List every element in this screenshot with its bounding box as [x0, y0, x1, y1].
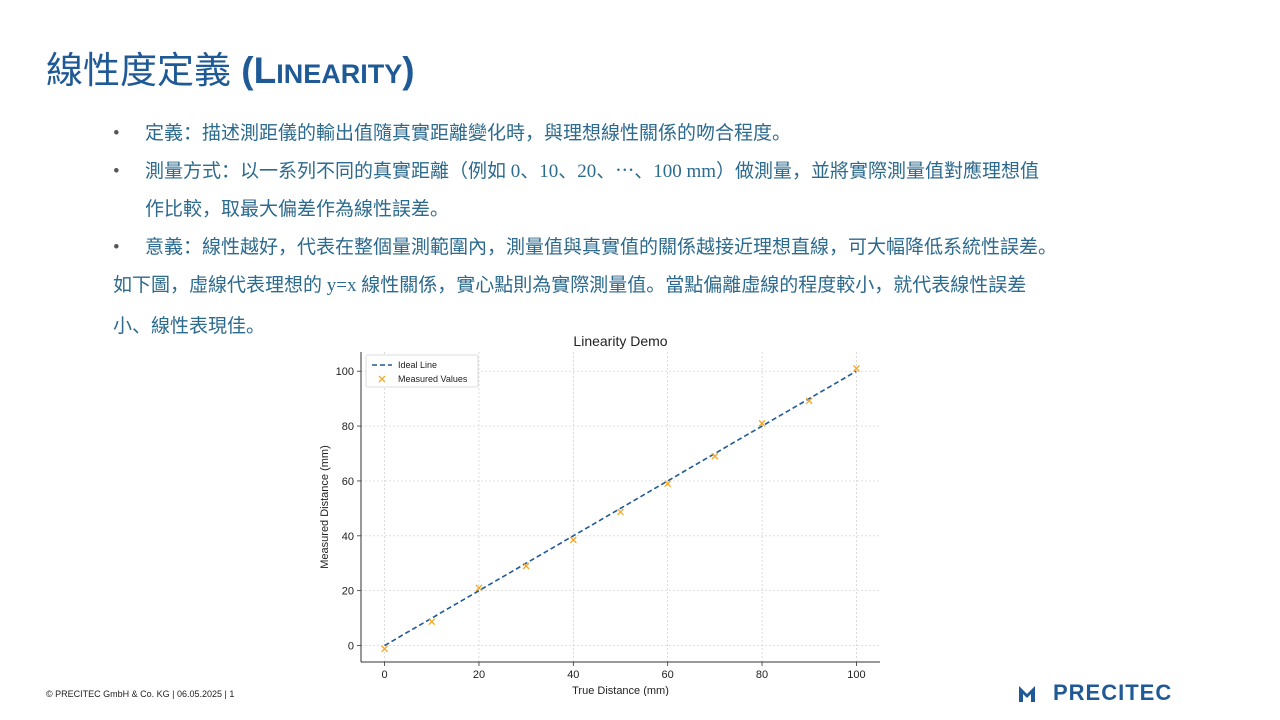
x-tick-label: 20: [473, 669, 485, 681]
title-latin-open: (L: [241, 50, 277, 91]
logo-mark-icon: [1019, 686, 1035, 702]
x-tick-label: 80: [756, 669, 768, 681]
precitec-logo: PRECITEC: [1019, 680, 1172, 704]
title-cjk: 線性度定義: [46, 50, 231, 91]
legend-marker-swatch: [378, 375, 386, 383]
y-tick-label: 100: [336, 366, 354, 378]
measured-point: [711, 452, 719, 460]
explanation-line-1: 如下圖，虛線代表理想的 y=x 線性關係，實心點則為實際測量值。當點偏離虛線的程…: [113, 275, 1027, 296]
measured-point: [664, 480, 672, 488]
y-tick-label: 0: [348, 641, 354, 653]
title-latin-close: ): [402, 50, 415, 91]
x-tick-label: 40: [567, 669, 579, 681]
title-latin: (LINEARITY): [241, 50, 414, 91]
legend-label-ideal: Ideal Line: [398, 360, 437, 370]
bullet-marker: •: [113, 123, 120, 144]
bullet-definition: • 定義：描述測距儀的輸出值隨真實距離變化時，與理想線性關係的吻合程度。: [113, 118, 791, 145]
title-latin-smallcaps: INEARITY: [276, 59, 403, 89]
x-tick-label: 0: [382, 669, 388, 681]
measured-point: [617, 508, 624, 516]
measured-point: [569, 536, 577, 544]
measured-point: [852, 365, 860, 372]
bullet-text: 作比較，取最大偏差作為線性誤差。: [145, 199, 450, 220]
bullet-text: 意義：線性越好，代表在整個量測範圍內，測量值與真實值的關係越接近理想直線，可大幅…: [145, 237, 1058, 258]
y-tick-label: 40: [342, 531, 354, 543]
measured-point: [475, 584, 483, 592]
measured-point: [428, 618, 436, 626]
linearity-chart: Linearity Demo 0 20 40 60 80 100 0 20 40 60 80 100 Tr…: [319, 333, 880, 696]
ideal-line: [384, 370, 857, 647]
explanation-line-2: 小、線性表現佳。: [113, 316, 266, 337]
x-tick-label: 100: [847, 669, 865, 681]
y-tick-label: 60: [342, 476, 354, 488]
chart-title: Linearity Demo: [573, 333, 667, 349]
y-tick-label: 20: [342, 586, 354, 598]
x-tick-label: 60: [662, 669, 674, 681]
y-tick-label: 80: [342, 421, 354, 433]
measured-point: [805, 397, 813, 405]
legend-label-measured: Measured Values: [398, 374, 468, 384]
bullet-text: 測量方式：以一系列不同的真實距離（例如 0、10、20、⋯、100 mm）做測量…: [145, 161, 1040, 182]
bullet-marker: •: [113, 161, 120, 182]
bullet-meaning: • 意義：線性越好，代表在整個量測範圍內，測量值與真實值的關係越接近理想直線，可大…: [113, 232, 1057, 259]
bullet-method-continued: 作比較，取最大偏差作為線性誤差。: [113, 194, 449, 221]
bullet-marker: •: [113, 237, 120, 258]
footer-copyright: © PRECITEC GmbH & Co. KG | 06.05.2025 | …: [46, 689, 235, 699]
bullet-text: 定義：描述測距儀的輸出值隨真實距離變化時，與理想線性關係的吻合程度。: [145, 123, 792, 144]
measured-point: [522, 562, 530, 570]
y-axis-label: Measured Distance (mm): [319, 445, 331, 568]
x-axis-label: True Distance (mm): [572, 685, 669, 696]
legend-box: [365, 354, 479, 388]
logo-wordmark: PRECITEC: [1053, 680, 1172, 704]
bullet-method: • 測量方式：以一系列不同的真實距離（例如 0、10、20、⋯、100 mm）做測…: [113, 156, 1039, 183]
slide-title: 線性度定義 (LINEARITY): [46, 40, 415, 94]
measured-point: [758, 419, 766, 427]
measured-point: [381, 645, 389, 653]
